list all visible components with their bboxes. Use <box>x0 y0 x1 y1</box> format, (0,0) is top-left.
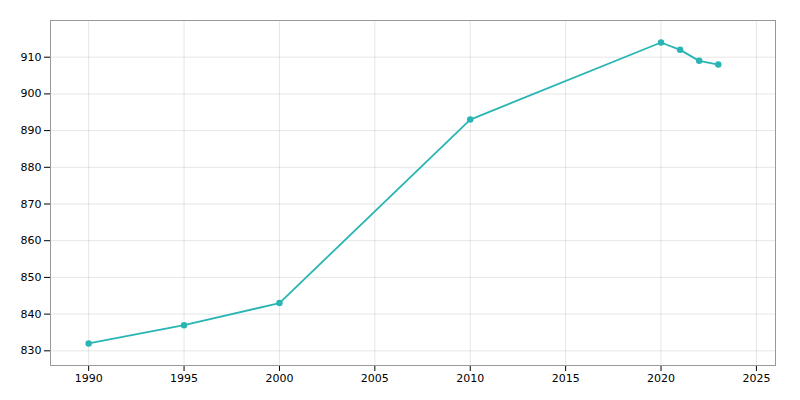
svg-text:2010: 2010 <box>456 372 484 385</box>
svg-text:1990: 1990 <box>75 372 103 385</box>
svg-text:850: 850 <box>21 271 42 284</box>
svg-text:910: 910 <box>21 51 42 64</box>
svg-text:830: 830 <box>21 344 42 357</box>
svg-text:840: 840 <box>21 308 42 321</box>
svg-text:2025: 2025 <box>742 372 770 385</box>
svg-text:870: 870 <box>21 198 42 211</box>
svg-text:1995: 1995 <box>170 372 198 385</box>
svg-text:2000: 2000 <box>265 372 293 385</box>
svg-text:2020: 2020 <box>647 372 675 385</box>
svg-text:890: 890 <box>21 124 42 137</box>
svg-text:860: 860 <box>21 234 42 247</box>
svg-text:2015: 2015 <box>552 372 580 385</box>
svg-text:2005: 2005 <box>361 372 389 385</box>
svg-text:900: 900 <box>21 87 42 100</box>
svg-text:880: 880 <box>21 161 42 174</box>
